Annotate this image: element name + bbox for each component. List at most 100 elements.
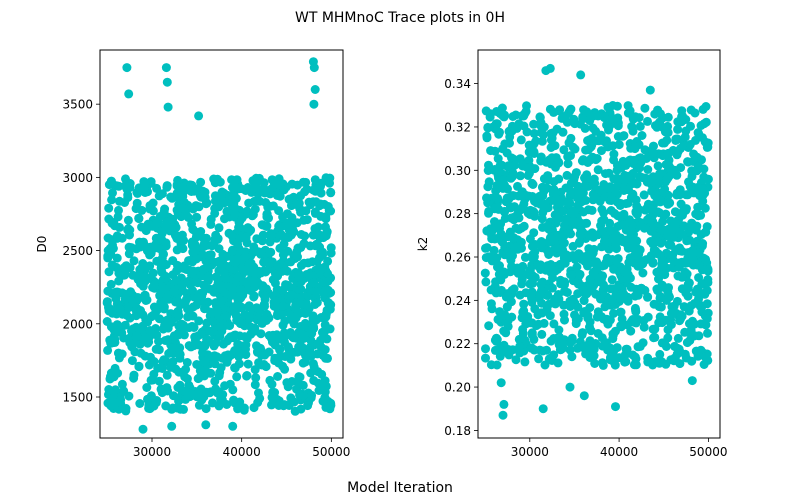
data-point — [241, 344, 250, 354]
data-point — [104, 267, 114, 277]
data-point — [580, 181, 590, 191]
data-point — [515, 348, 525, 358]
data-point — [481, 106, 491, 116]
x-tick-label: 40000 — [223, 445, 261, 459]
data-point — [295, 390, 305, 400]
data-point — [565, 338, 575, 348]
data-point — [680, 349, 690, 359]
data-point — [224, 334, 234, 344]
data-point — [559, 145, 569, 155]
data-point — [107, 260, 117, 270]
data-point — [653, 161, 663, 171]
data-point — [522, 127, 532, 137]
data-point — [191, 254, 201, 264]
data-point — [250, 365, 260, 375]
data-point — [103, 233, 113, 243]
data-point — [202, 387, 211, 397]
data-point — [213, 174, 222, 184]
data-point — [701, 102, 711, 111]
data-point — [617, 291, 627, 301]
data-point-outlier — [499, 399, 509, 409]
data-point — [321, 353, 331, 363]
data-point — [535, 199, 545, 209]
data-point — [484, 252, 494, 262]
data-point — [112, 287, 122, 297]
data-point-outlier — [309, 99, 319, 109]
data-point — [279, 185, 289, 195]
data-point — [697, 279, 707, 289]
data-point — [484, 160, 493, 170]
data-point — [682, 236, 692, 246]
data-point — [313, 240, 322, 250]
data-point — [117, 349, 127, 359]
data-point — [586, 326, 596, 336]
data-point — [609, 264, 619, 274]
data-point — [570, 119, 580, 129]
data-point — [172, 188, 182, 198]
data-point — [700, 352, 710, 362]
data-point — [597, 358, 607, 368]
data-point — [543, 171, 553, 181]
data-point — [162, 182, 172, 192]
data-point — [214, 244, 224, 254]
data-point — [254, 266, 264, 276]
data-point — [653, 286, 663, 296]
data-point — [179, 330, 189, 340]
data-point — [200, 187, 210, 197]
data-point — [106, 279, 116, 289]
data-point — [275, 345, 285, 355]
data-point — [578, 155, 588, 165]
data-point — [182, 358, 192, 367]
data-point — [511, 223, 521, 233]
data-point — [591, 155, 601, 165]
data-point — [256, 316, 266, 326]
y-tick-label: 0.22 — [444, 337, 471, 351]
data-point — [574, 189, 584, 199]
data-point — [583, 311, 593, 321]
data-point — [646, 251, 656, 261]
data-point — [519, 299, 529, 309]
data-point — [251, 373, 261, 383]
data-point — [188, 311, 198, 321]
data-point — [287, 377, 297, 386]
data-point — [660, 123, 670, 133]
data-point — [529, 147, 539, 157]
data-point — [676, 163, 686, 173]
data-point — [251, 178, 261, 188]
data-point — [536, 118, 546, 127]
data-point — [187, 321, 197, 331]
data-point — [486, 299, 496, 309]
data-point — [634, 171, 644, 181]
data-point — [515, 154, 525, 164]
data-point — [117, 328, 127, 338]
data-point — [661, 160, 671, 169]
data-point-outlier — [309, 63, 319, 73]
data-point — [129, 256, 139, 266]
data-point — [637, 131, 647, 140]
y-tick-label: 0.18 — [444, 424, 471, 438]
data-point-outlier — [579, 391, 589, 401]
data-point — [670, 207, 680, 217]
data-point — [317, 369, 327, 379]
data-point — [537, 329, 547, 339]
y-tick-label: 0.24 — [444, 294, 471, 308]
data-point — [193, 278, 203, 288]
data-point — [581, 145, 591, 155]
data-point — [482, 133, 492, 143]
data-point — [587, 111, 597, 121]
data-point — [178, 244, 188, 254]
data-point — [274, 332, 284, 342]
data-point — [260, 301, 269, 311]
data-point — [529, 119, 539, 129]
data-point — [495, 224, 504, 234]
data-point — [274, 206, 284, 216]
data-point — [126, 287, 136, 297]
data-point — [124, 391, 134, 401]
data-point — [296, 207, 306, 217]
data-point — [240, 277, 250, 287]
data-point — [274, 358, 284, 368]
y-tick-label: 2500 — [62, 244, 93, 258]
data-point — [233, 272, 243, 282]
data-point — [579, 296, 589, 305]
data-point — [267, 379, 277, 389]
